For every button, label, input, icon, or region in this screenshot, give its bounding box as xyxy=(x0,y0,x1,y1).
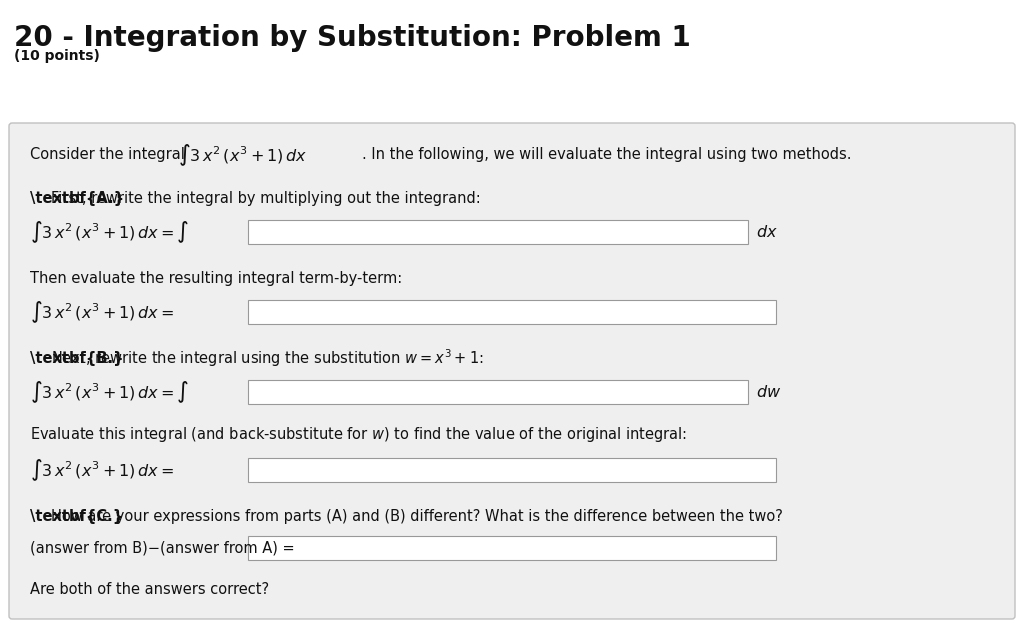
Text: \textbf{C.}: \textbf{C.} xyxy=(30,508,123,524)
Text: How are your expressions from parts (A) and (B) different? What is the differenc: How are your expressions from parts (A) … xyxy=(51,508,783,524)
Text: Next, rewrite the integral using the substitution $w = x^3 + 1$:: Next, rewrite the integral using the sub… xyxy=(51,347,483,369)
Bar xyxy=(248,380,748,404)
Bar xyxy=(248,300,776,324)
Text: $\int 3\,x^2\,(x^3+1)\,dx = \int$: $\int 3\,x^2\,(x^3+1)\,dx = \int$ xyxy=(30,379,189,405)
Text: Evaluate this integral (and back-substitute for $w$) to find the value of the or: Evaluate this integral (and back-substit… xyxy=(30,425,687,444)
Text: (10 points): (10 points) xyxy=(14,49,100,63)
Bar xyxy=(248,536,776,560)
Text: Are both of the answers correct?: Are both of the answers correct? xyxy=(30,583,269,597)
FancyBboxPatch shape xyxy=(9,123,1015,619)
Text: (answer from B)−(answer from A) =: (answer from B)−(answer from A) = xyxy=(30,541,295,555)
Text: $\int 3\,x^2\,(x^3+1)\,dx =$: $\int 3\,x^2\,(x^3+1)\,dx =$ xyxy=(30,299,174,325)
Text: . In the following, we will evaluate the integral using two methods.: . In the following, we will evaluate the… xyxy=(362,148,852,162)
Bar xyxy=(248,220,748,244)
Text: $\int 3\,x^2\,(x^3+1)\,dx$: $\int 3\,x^2\,(x^3+1)\,dx$ xyxy=(178,142,307,168)
Text: 20 - Integration by Substitution: Problem 1: 20 - Integration by Substitution: Proble… xyxy=(14,24,691,52)
Text: $dw$: $dw$ xyxy=(756,384,781,400)
Text: $dx$: $dx$ xyxy=(756,224,778,240)
Text: Then evaluate the resulting integral term-by-term:: Then evaluate the resulting integral ter… xyxy=(30,271,402,285)
Text: \textbf{B.}: \textbf{B.} xyxy=(30,351,124,365)
Bar xyxy=(248,458,776,482)
Text: $\int 3\,x^2\,(x^3+1)\,dx =$: $\int 3\,x^2\,(x^3+1)\,dx =$ xyxy=(30,457,174,483)
Text: First, rewrite the integral by multiplying out the integrand:: First, rewrite the integral by multiplyi… xyxy=(51,190,480,205)
Text: \textbf{A.}: \textbf{A.} xyxy=(30,190,124,205)
Text: $\int 3\,x^2\,(x^3+1)\,dx = \int$: $\int 3\,x^2\,(x^3+1)\,dx = \int$ xyxy=(30,219,189,245)
Text: Consider the integral: Consider the integral xyxy=(30,148,185,162)
